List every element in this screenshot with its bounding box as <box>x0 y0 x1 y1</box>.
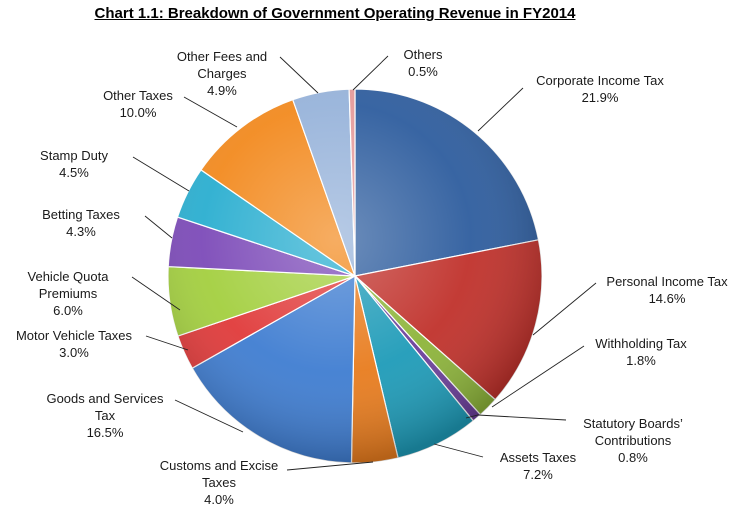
data-label-personal-income-tax: Personal Income Tax 14.6% <box>606 274 728 306</box>
data-label-others: Others 0.5% <box>403 47 443 79</box>
data-label-corporate-income-tax: Corporate Income Tax 21.9% <box>536 73 664 105</box>
data-label-stamp-duty: Stamp Duty 4.5% <box>40 148 108 180</box>
data-label-vehicle-quota-premiums: Vehicle Quota Premiums 6.0% <box>28 269 110 318</box>
leader-line-corporate-income-tax <box>477 87 524 132</box>
data-label-withholding-tax: Withholding Tax 1.8% <box>595 336 687 368</box>
leader-line-withholding-tax <box>491 345 585 408</box>
leader-line-others <box>352 55 389 91</box>
chart-title: Chart 1.1: Breakdown of Government Opera… <box>94 5 576 22</box>
data-label-assets-taxes: Assets Taxes 7.2% <box>500 450 577 482</box>
data-label-other-taxes: Other Taxes 10.0% <box>103 88 173 120</box>
data-label-betting-taxes: Betting Taxes 4.3% <box>42 207 120 239</box>
leader-line-stamp-duty <box>132 156 190 192</box>
data-label-other-fees-and-charges: Other Fees and Charges 4.9% <box>177 49 267 98</box>
data-label-goods-and-services-tax: Goods and Services Tax 16.5% <box>46 391 164 440</box>
data-label-motor-vehicle-taxes: Motor Vehicle Taxes 3.0% <box>16 328 133 360</box>
data-label-customs-and-excise-taxes: Customs and Excise Taxes 4.0% <box>160 458 279 507</box>
leader-line-vehicle-quota-premiums <box>131 276 181 311</box>
leader-line-goods-and-services-tax <box>174 399 244 433</box>
leader-line-betting-taxes <box>144 215 173 239</box>
leader-line-personal-income-tax <box>532 282 597 336</box>
leader-line-motor-vehicle-taxes <box>145 335 189 351</box>
leader-line-customs-and-excise-taxes <box>286 461 374 471</box>
leader-line-assets-taxes <box>433 443 484 458</box>
leader-line-statutory-boards-contributions <box>465 414 567 421</box>
leader-line-other-fees-and-charges <box>279 56 319 94</box>
leader-line-other-taxes <box>183 96 238 128</box>
data-label-statutory-boards-contributions: Statutory Boards’ Contributions 0.8% <box>583 416 683 465</box>
